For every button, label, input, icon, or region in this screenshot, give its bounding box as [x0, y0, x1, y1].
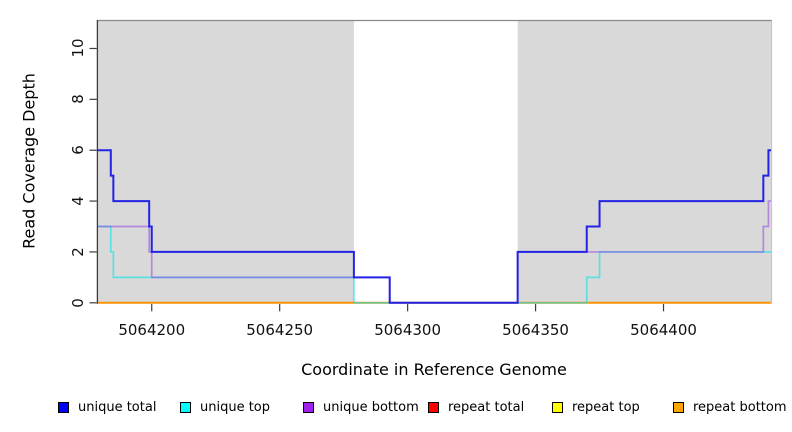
legend-label: repeat top: [572, 399, 640, 415]
y-tick-label: 8: [69, 94, 87, 105]
legend-swatch-icon: [552, 401, 563, 413]
legend-item-repeat-bottom: repeat bottom: [673, 399, 787, 415]
y-tick-label: 10: [69, 38, 87, 59]
y-tick-label: 6: [69, 145, 87, 155]
legend-label: repeat total: [448, 399, 525, 415]
legend-item-unique-top: unique top: [180, 399, 270, 415]
series-line-unique-top: [98, 225, 771, 304]
shaded-region: [517, 20, 771, 304]
legend-item-repeat-top: repeat top: [552, 399, 640, 415]
legend-label: unique total: [78, 399, 157, 415]
x-axis-title: Coordinate in Reference Genome: [301, 360, 567, 379]
legend-label: unique bottom: [323, 399, 419, 415]
x-tick-label: 5064350: [502, 321, 569, 339]
legend-item-repeat-total: repeat total: [428, 399, 524, 415]
legend-swatch-icon: [180, 401, 191, 413]
x-tick-label: 5064200: [118, 321, 186, 339]
y-axis-title: Read Coverage Depth: [19, 73, 39, 249]
legend-label: unique top: [200, 399, 271, 415]
shaded-region: [98, 20, 354, 304]
x-tick-label: 5064400: [630, 321, 697, 339]
y-tick-label: 2: [69, 247, 87, 257]
legend-swatch-icon: [303, 401, 314, 413]
y-tick-label: 0: [69, 298, 87, 308]
series-line-unique-total: [98, 149, 771, 304]
legend-swatch-icon: [58, 401, 69, 413]
legend-label: repeat bottom: [693, 399, 787, 415]
x-tick-label: 5064300: [374, 321, 442, 339]
y-tick-label: 4: [69, 196, 87, 206]
legend-swatch-icon: [673, 401, 684, 413]
legend-item-unique-total: unique total: [58, 399, 156, 415]
legend-item-unique-bottom: unique bottom: [303, 399, 419, 415]
legend-swatch-icon: [428, 401, 439, 413]
x-tick-label: 5064250: [246, 321, 314, 339]
